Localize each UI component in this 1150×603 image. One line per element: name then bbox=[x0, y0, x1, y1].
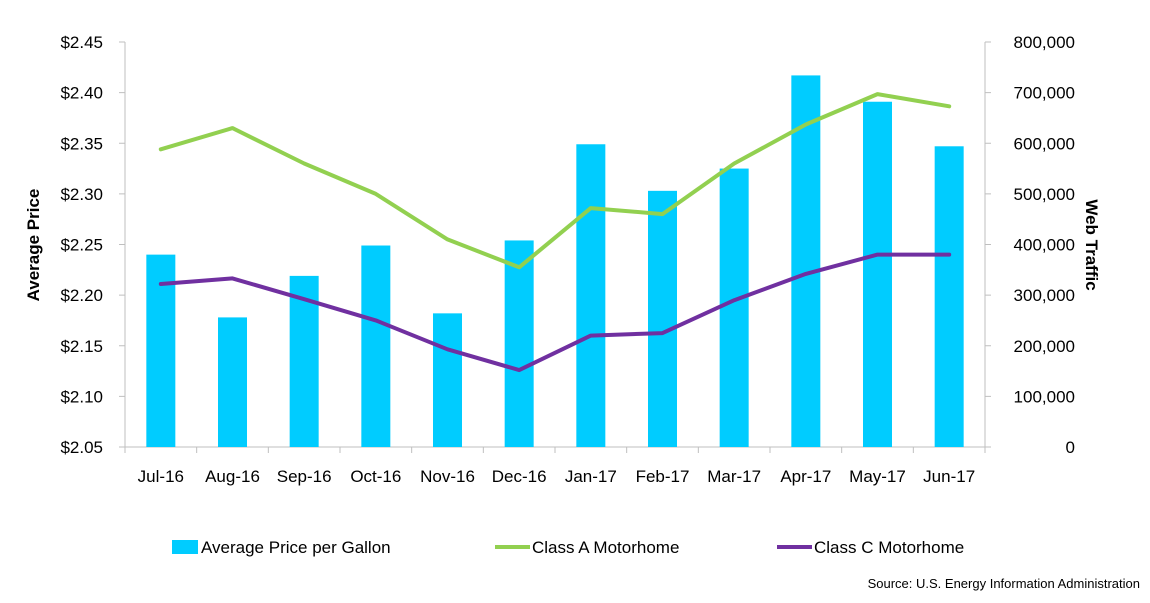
x-tick-label: Oct-16 bbox=[350, 467, 401, 486]
bar bbox=[433, 313, 462, 447]
left-tick-label: $2.40 bbox=[60, 84, 103, 103]
x-tick-label: Jan-17 bbox=[565, 467, 617, 486]
left-tick-label: $2.25 bbox=[60, 236, 103, 255]
bar bbox=[218, 317, 247, 447]
left-axis-ticks: $2.05 $2.10 $2.15 $2.20 $2.25 $2.30 $2.35 $2.40… bbox=[60, 33, 125, 457]
x-tick-label: Jul-16 bbox=[138, 467, 184, 486]
right-tick-label: 600,000 bbox=[1014, 134, 1075, 153]
bar bbox=[648, 190, 677, 447]
x-tick-label: Sep-16 bbox=[277, 467, 332, 486]
bar bbox=[576, 144, 606, 447]
right-tick-label: 400,000 bbox=[1014, 236, 1075, 255]
right-tick-label: 200,000 bbox=[1014, 337, 1075, 356]
left-tick-label: $2.45 bbox=[60, 33, 103, 52]
x-tick-label: Nov-16 bbox=[420, 467, 475, 486]
right-tick-label: 100,000 bbox=[1014, 387, 1075, 406]
right-axis-title: Web Traffic bbox=[1082, 199, 1101, 290]
left-tick-label: $2.05 bbox=[60, 438, 103, 457]
right-tick-label: 300,000 bbox=[1014, 286, 1075, 305]
left-tick-label: $2.30 bbox=[60, 185, 103, 204]
legend-label-class-c: Class C Motorhome bbox=[814, 538, 964, 557]
x-tick-label: Feb-17 bbox=[636, 467, 690, 486]
legend: Average Price per Gallon Class A Motorho… bbox=[172, 538, 964, 557]
line-series bbox=[158, 92, 952, 373]
x-tick-label: Apr-17 bbox=[780, 467, 831, 486]
x-tick-label: Mar-17 bbox=[707, 467, 761, 486]
left-tick-label: $2.10 bbox=[60, 387, 103, 406]
x-tick-label: Aug-16 bbox=[205, 467, 260, 486]
right-tick-label: 0 bbox=[1066, 438, 1075, 457]
bar bbox=[361, 245, 391, 447]
bar bbox=[863, 101, 892, 448]
right-tick-label: 500,000 bbox=[1014, 185, 1075, 204]
left-tick-label: $2.15 bbox=[60, 337, 103, 356]
x-tick-label: Dec-16 bbox=[492, 467, 547, 486]
x-tick-label: May-17 bbox=[849, 467, 906, 486]
bar-series bbox=[146, 75, 964, 448]
series-line-class-a bbox=[158, 92, 952, 270]
bar bbox=[791, 75, 821, 447]
right-tick-label: 700,000 bbox=[1014, 84, 1075, 103]
bar bbox=[719, 168, 749, 447]
bar bbox=[146, 254, 176, 447]
left-tick-label: $2.20 bbox=[60, 286, 103, 305]
legend-label-bars: Average Price per Gallon bbox=[201, 538, 391, 557]
series-line-class-c bbox=[158, 252, 952, 373]
bar bbox=[289, 275, 319, 447]
left-axis-title: Average Price bbox=[24, 189, 43, 302]
left-tick-label: $2.35 bbox=[60, 134, 103, 153]
bar bbox=[934, 146, 964, 447]
source-note: Source: U.S. Energy Information Administ… bbox=[868, 576, 1140, 591]
legend-label-class-a: Class A Motorhome bbox=[532, 538, 679, 557]
legend-swatch-bars bbox=[172, 540, 198, 554]
legend-item-bars: Average Price per Gallon bbox=[172, 538, 391, 557]
x-axis-ticks: Jul-16 Aug-16 Sep-16 Oct-16 Nov-16 Dec-16 Jan-… bbox=[124, 447, 986, 486]
legend-item-class-c: Class C Motorhome bbox=[777, 538, 964, 557]
right-axis-ticks: 0 100,000 200,000 300,000 400,000 500,000 600,… bbox=[985, 33, 1075, 457]
legend-item-class-a: Class A Motorhome bbox=[495, 538, 679, 557]
x-tick-label: Jun-17 bbox=[923, 467, 975, 486]
right-tick-label: 800,000 bbox=[1014, 33, 1075, 52]
bar bbox=[504, 240, 534, 447]
